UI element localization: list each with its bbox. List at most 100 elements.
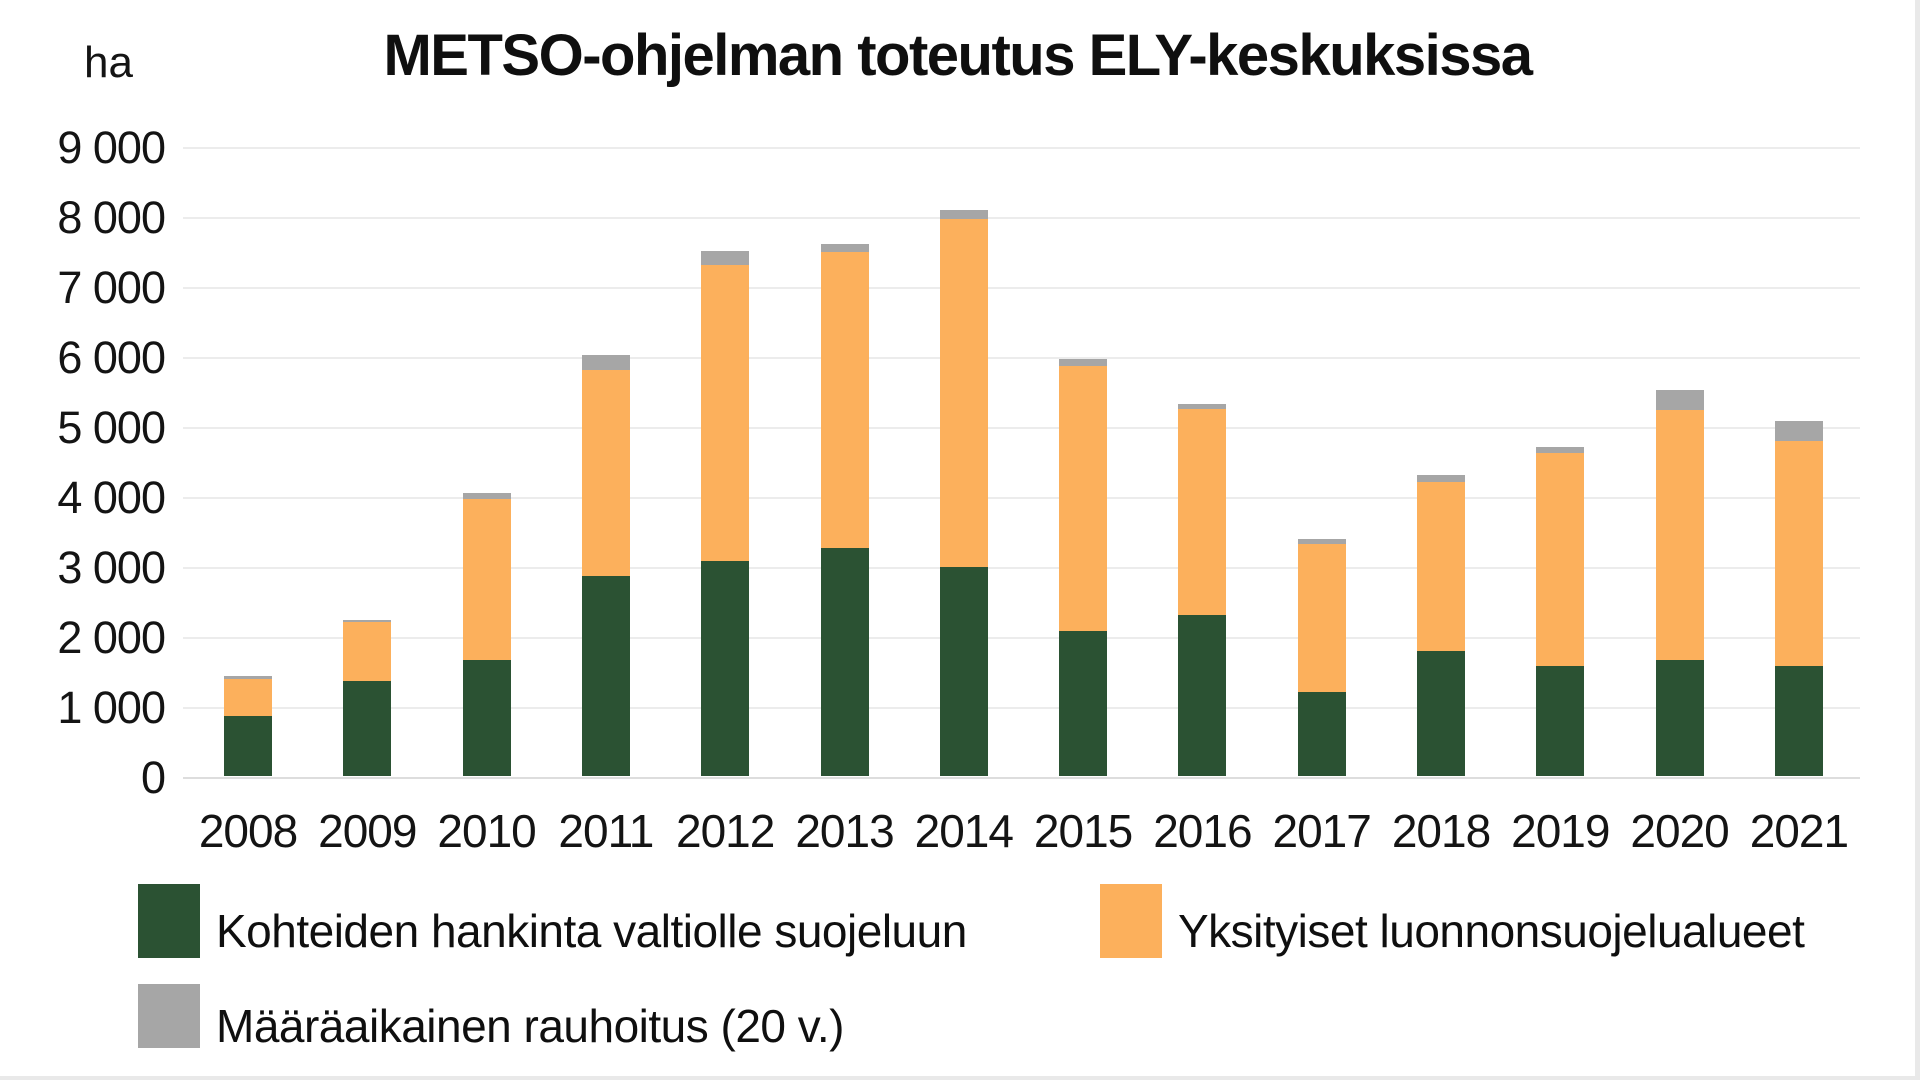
bar-segment-2013 bbox=[820, 251, 869, 548]
x-tick-label-2016: 2016 bbox=[1153, 805, 1252, 857]
y-tick-label-6000: 6 000 bbox=[57, 332, 166, 383]
bar-segment-2008 bbox=[224, 678, 272, 716]
bar-segment-2009 bbox=[343, 622, 392, 681]
y-axis-unit-label: ha bbox=[84, 38, 133, 87]
bar-2014 bbox=[939, 209, 988, 776]
x-tick-label-2011: 2011 bbox=[558, 805, 654, 857]
bar-segment-2014 bbox=[939, 218, 988, 567]
x-tick-label-2017: 2017 bbox=[1272, 805, 1372, 857]
legend-swatch-maaraaikainen bbox=[138, 984, 200, 1048]
x-tick-label-2015: 2015 bbox=[1033, 805, 1133, 857]
y-tick-label-0: 0 bbox=[140, 752, 166, 803]
legend-swatch-kohteiden-hankinta bbox=[138, 884, 200, 958]
x-tick-label-2012: 2012 bbox=[676, 805, 775, 857]
bar-segment-2012 bbox=[701, 265, 750, 562]
bar-2015 bbox=[1059, 358, 1108, 776]
y-tick-label-8000: 8 000 bbox=[57, 192, 166, 243]
y-tick-label-3000: 3 000 bbox=[57, 542, 166, 593]
bar-segment-2011 bbox=[581, 354, 630, 371]
legend-label-yksityiset: Yksityiset luonnonsuojelualueet bbox=[1178, 905, 1805, 957]
grid-line-7000 bbox=[183, 287, 1860, 289]
bar-segment-2016 bbox=[1178, 404, 1227, 410]
bar-2019 bbox=[1536, 447, 1585, 776]
x-tick-label-2013: 2013 bbox=[795, 805, 894, 857]
bar-segment-2021 bbox=[1774, 441, 1823, 667]
bar-2008 bbox=[224, 675, 272, 776]
x-tick-label-2020: 2020 bbox=[1630, 805, 1729, 857]
bar-segment-2011 bbox=[581, 575, 630, 776]
bar-segment-2018 bbox=[1417, 475, 1465, 483]
y-tick-label-5000: 5 000 bbox=[57, 402, 166, 453]
y-tick-label-1000: 1 000 bbox=[57, 682, 166, 733]
bar-segment-2010 bbox=[462, 498, 511, 660]
bar-2011 bbox=[581, 354, 630, 776]
bar-segment-2020 bbox=[1655, 409, 1704, 660]
bar-segment-2020 bbox=[1655, 389, 1704, 410]
x-tick-label-2014: 2014 bbox=[914, 805, 1014, 857]
y-tick-label-4000: 4 000 bbox=[57, 472, 166, 523]
bar-2009 bbox=[343, 620, 392, 776]
bar-2017 bbox=[1297, 539, 1346, 776]
grid-line-5000 bbox=[183, 427, 1860, 429]
bar-segment-2017 bbox=[1297, 692, 1346, 776]
bar-segment-2019 bbox=[1536, 447, 1585, 454]
bar-segment-2021 bbox=[1774, 666, 1823, 776]
bar-2012 bbox=[701, 251, 750, 776]
bar-segment-2021 bbox=[1774, 421, 1823, 442]
grid-line-8000 bbox=[183, 217, 1860, 219]
x-tick-label-2009: 2009 bbox=[318, 805, 417, 857]
bar-segment-2008 bbox=[224, 715, 272, 776]
bar-segment-2009 bbox=[343, 620, 392, 623]
bar-segment-2012 bbox=[701, 251, 750, 266]
grid-line-9000 bbox=[183, 147, 1860, 149]
bar-segment-2015 bbox=[1059, 358, 1108, 366]
x-tick-label-2019: 2019 bbox=[1511, 805, 1610, 857]
x-tick-label-2021: 2021 bbox=[1749, 805, 1849, 857]
bar-2021 bbox=[1774, 421, 1823, 776]
x-tick-label-2008: 2008 bbox=[198, 805, 298, 857]
bar-segment-2009 bbox=[343, 680, 392, 776]
grid-line-2000 bbox=[183, 637, 1860, 639]
bar-segment-2011 bbox=[581, 370, 630, 576]
bar-segment-2010 bbox=[462, 659, 511, 776]
plot-area bbox=[183, 147, 1860, 779]
bar-segment-2016 bbox=[1178, 615, 1227, 776]
legend-swatch-yksityiset bbox=[1100, 884, 1162, 958]
chart-title: METSO-ohjelman toteutus ELY-keskuksissa bbox=[383, 23, 1533, 88]
grid-line-6000 bbox=[183, 357, 1860, 359]
bar-segment-2018 bbox=[1417, 482, 1465, 651]
bar-segment-2017 bbox=[1297, 539, 1346, 545]
bar-2010 bbox=[462, 492, 511, 776]
bar-segment-2015 bbox=[1059, 365, 1108, 632]
legend-label-kohteiden-hankinta: Kohteiden hankinta valtiolle suojeluun bbox=[216, 905, 967, 957]
y-tick-label-2000: 2 000 bbox=[57, 612, 166, 663]
bar-2018 bbox=[1417, 475, 1465, 776]
bar-segment-2012 bbox=[701, 561, 750, 776]
grid-line-3000 bbox=[183, 567, 1860, 569]
x-tick-label-2018: 2018 bbox=[1391, 805, 1491, 857]
bar-segment-2014 bbox=[939, 566, 988, 776]
legend-label-maaraaikainen: Määräaikainen rauhoitus (20 v.) bbox=[216, 1000, 844, 1052]
x-tick-label-2010: 2010 bbox=[437, 805, 536, 857]
grid-line-1000 bbox=[183, 707, 1860, 709]
bar-segment-2016 bbox=[1178, 409, 1227, 615]
bar-2020 bbox=[1655, 389, 1704, 776]
bar-segment-2017 bbox=[1297, 544, 1346, 692]
bar-segment-2013 bbox=[820, 547, 869, 776]
grid-line-4000 bbox=[183, 497, 1860, 499]
y-tick-label-9000: 9 000 bbox=[57, 122, 166, 173]
y-tick-label-7000: 7 000 bbox=[57, 262, 166, 313]
bar-2013 bbox=[820, 243, 869, 776]
y-axis: 9 000 8 000 7 000 6 000 5 000 4 000 3 000 2 000… bbox=[0, 122, 166, 803]
grid-line-0 bbox=[183, 777, 1860, 779]
bar-segment-2015 bbox=[1059, 631, 1108, 776]
bar-segment-2014 bbox=[939, 209, 988, 219]
bar-segment-2013 bbox=[820, 243, 869, 252]
bar-segment-2010 bbox=[462, 492, 511, 499]
bar-segment-2008 bbox=[224, 675, 272, 679]
bar-segment-2020 bbox=[1655, 659, 1704, 776]
bar-segment-2018 bbox=[1417, 650, 1465, 776]
bar-segment-2019 bbox=[1536, 453, 1585, 667]
bar-2016 bbox=[1178, 404, 1227, 776]
